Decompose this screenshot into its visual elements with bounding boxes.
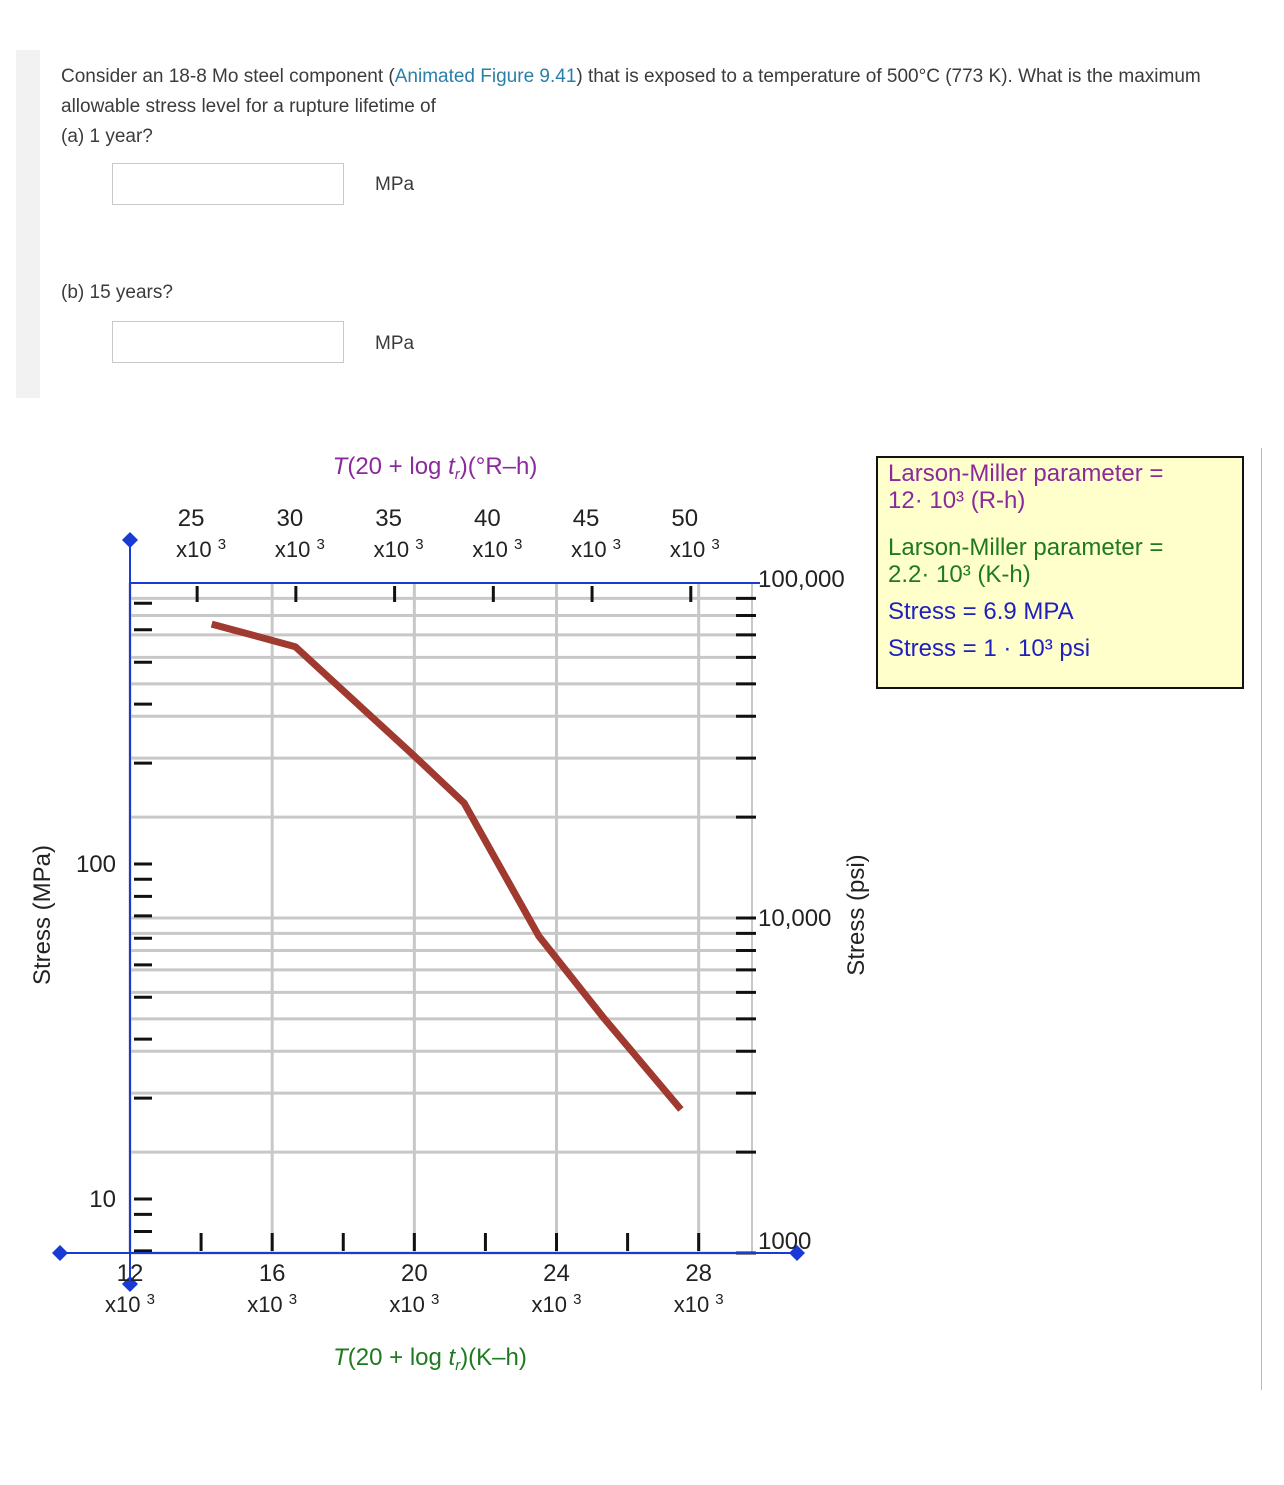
right-tick-label-1000: 1000 [758,1228,811,1255]
top-tick-multiplier-45000: x10 3 [571,536,621,562]
question-text-end: ) that is exposed to a temperature of 50… [61,66,1201,117]
stress-mpa-readout: Stress = 6.9 MPA [888,598,1074,625]
answer-b-input[interactable] [112,321,344,363]
top-tick-label-40000: 40 [474,505,501,532]
left-axis-title: Stress (MPa) [29,845,56,985]
top-tick-multiplier-30000: x10 3 [275,536,325,562]
top-tick-label-50000: 50 [671,505,698,532]
y-axis-handle-bottom[interactable] [122,1276,138,1292]
chart-grid [128,582,753,1255]
top-tick-multiplier-40000: x10 3 [472,536,522,562]
top-axis-title: T(20 + log tr)(°R–h) [333,453,538,483]
part-b-label: (b) 15 years? [61,282,173,303]
bottom-tick-label-20000: 20 [401,1260,428,1287]
bottom-tick-label-12000: 12 [117,1260,144,1287]
bottom-tick-label-16000: 16 [259,1260,286,1287]
bottom-tick-label-28000: 28 [685,1260,712,1287]
unit-a-label: MPa [375,174,415,195]
lmp-k-readout: Larson-Miller parameter = 2.2· 10³ (K-h) [888,534,1232,588]
unit-b-label: MPa [375,333,415,354]
stress-psi-readout: Stress = 1 · 10³ psi [888,635,1091,662]
bottom-tick-multiplier-16000: x10 3 [247,1291,297,1317]
top-tick-label-35000: 35 [375,505,402,532]
top-tick-label-25000: 25 [178,505,205,532]
chart-axes [52,532,805,1292]
bottom-tick-multiplier-20000: x10 3 [389,1291,439,1317]
left-tick-label-10: 10 [89,1186,116,1213]
bottom-axis-title: T(20 + log tr)(K–h) [333,1344,527,1374]
part-a-label: (a) 1 year? [61,126,153,147]
lmp-k-line2: 2.2· 10³ (K-h) [888,561,1031,588]
panel-right-edge [1261,448,1262,1390]
lmp-r-readout: Larson-Miller parameter = 12· 10³ (R-h) [888,460,1232,514]
top-tick-multiplier-50000: x10 3 [670,536,720,562]
right-axis-title: Stress (psi) [843,854,870,975]
right-tick-label-100000: 100,000 [758,566,845,593]
y-axis-handle-top[interactable] [122,532,138,548]
larson-miller-chart[interactable]: 12 x10 3 16 x10 3 20 x10 3 24 x10 3 28 x10 3 25 x10… [0,400,1284,1400]
top-tick-label-45000: 45 [573,505,600,532]
right-tick-label-10000: 10,000 [758,905,831,932]
larson-miller-curve [210,620,684,1112]
question-text: Consider an 18-8 Mo steel component (Ani… [61,62,1251,152]
bottom-tick-label-24000: 24 [543,1260,570,1287]
question-text-start: Consider an 18-8 Mo steel component ( [61,66,395,87]
top-tick-multiplier-25000: x10 3 [176,536,226,562]
chart-labels: 12 x10 3 16 x10 3 20 x10 3 24 x10 3 28 x10 3 25 x10… [76,505,845,1317]
answer-a-input[interactable] [112,163,344,205]
top-tick-multiplier-35000: x10 3 [374,536,424,562]
chart-ticks [134,586,756,1255]
bottom-tick-multiplier-24000: x10 3 [532,1291,582,1317]
animated-figure-link[interactable]: Animated Figure 9.41 [394,66,577,87]
lmp-r-line2: 12· 10³ (R-h) [888,487,1026,514]
question-side-bar [16,50,40,398]
x-axis-handle-left[interactable] [52,1245,68,1261]
info-box: Larson-Miller parameter = 12· 10³ (R-h) … [876,456,1244,689]
lmp-k-line1: Larson-Miller parameter = [888,534,1164,561]
left-tick-label-100: 100 [76,851,116,878]
bottom-tick-multiplier-12000: x10 3 [105,1291,155,1317]
x-axis-handle-right[interactable] [789,1245,805,1261]
lmp-r-line1: Larson-Miller parameter = [888,460,1164,487]
bottom-tick-multiplier-28000: x10 3 [674,1291,724,1317]
top-tick-label-30000: 30 [277,505,304,532]
